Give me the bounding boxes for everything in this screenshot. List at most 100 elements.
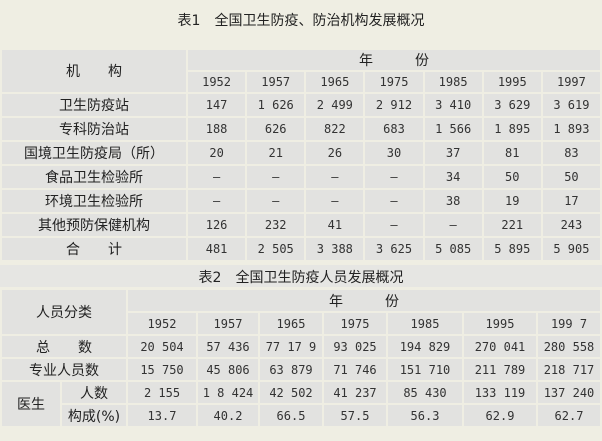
value-cell: 57.5 (324, 405, 386, 426)
value-cell: 126 (188, 214, 246, 236)
value-cell: 147 (188, 94, 246, 116)
value-cell: 5 895 (483, 238, 541, 260)
value-cell: 56.3 (388, 405, 462, 426)
value-cell: 77 17 9 (260, 336, 322, 357)
value-cell: – (365, 190, 423, 212)
value-cell: 1 626 (247, 94, 305, 116)
value-cell: 1 8 424 (198, 382, 258, 403)
value-cell: 62.7 (538, 405, 600, 426)
value-cell: 683 (365, 118, 423, 140)
value-cell: 17 (542, 190, 600, 212)
value-cell: 15 750 (128, 359, 196, 380)
row-label: 食品卫生检验所 (2, 166, 186, 188)
table-row-total: 总 数 20 504 57 436 77 17 9 93 025 194 829 270 … (2, 336, 600, 357)
value-cell: 21 (247, 142, 305, 164)
value-cell: 93 025 (324, 336, 386, 357)
value-cell: 3 410 (424, 94, 482, 116)
row-label: 环境卫生检验所 (2, 190, 186, 212)
year-cell: 1952 (188, 72, 246, 92)
year-cell: 1985 (424, 72, 482, 92)
year-row: 1952 1957 1965 1975 1985 1995 199 7 (2, 313, 600, 334)
value-cell: 26 (306, 142, 364, 164)
value-cell: 40.2 (198, 405, 258, 426)
value-cell: 41 (306, 214, 364, 236)
value-cell: 45 806 (198, 359, 258, 380)
value-cell: 3 619 (542, 94, 600, 116)
year-cell: 1997 (542, 72, 600, 92)
value-cell: 280 558 (538, 336, 600, 357)
value-cell: 194 829 (388, 336, 462, 357)
value-cell: 822 (306, 118, 364, 140)
value-cell: 2 505 (247, 238, 305, 260)
value-cell: 62.9 (464, 405, 536, 426)
value-cell: 1 566 (424, 118, 482, 140)
value-cell: 211 789 (464, 359, 536, 380)
value-cell: 2 499 (306, 94, 364, 116)
row-label: 总 数 (2, 336, 126, 357)
value-cell: 2 912 (365, 94, 423, 116)
row-label: 其他预防保健机构 (2, 214, 186, 236)
value-cell: – (306, 190, 364, 212)
value-cell: 50 (542, 166, 600, 188)
year-cell: 1975 (324, 313, 386, 334)
table-row: 卫生防疫站 147 1 626 2 499 2 912 3 410 3 629 3 619 (2, 94, 600, 116)
table2: 人员分类 年 份 1952 1957 1965 1975 1985 1995 199 7 总… (0, 288, 602, 428)
table-row: 合 计 481 2 505 3 388 3 625 5 085 5 895 5 905 (2, 238, 600, 260)
year-cell: 199 7 (538, 313, 600, 334)
value-cell: 83 (542, 142, 600, 164)
value-cell: 2 155 (128, 382, 196, 403)
value-cell: 626 (247, 118, 305, 140)
row-label: 专科防治站 (2, 118, 186, 140)
value-cell: 37 (424, 142, 482, 164)
year-cell: 1995 (464, 313, 536, 334)
value-cell: – (247, 190, 305, 212)
value-cell: 38 (424, 190, 482, 212)
row-label: 人数 (62, 382, 126, 403)
value-cell: 85 430 (388, 382, 462, 403)
value-cell: 19 (483, 190, 541, 212)
row-label: 国境卫生防疫局（所） (2, 142, 186, 164)
value-cell: 151 710 (388, 359, 462, 380)
value-cell: 63 879 (260, 359, 322, 380)
value-cell: – (365, 166, 423, 188)
value-cell: 50 (483, 166, 541, 188)
value-cell: 57 436 (198, 336, 258, 357)
table1: 机 构 年 份 1952 1957 1965 1975 1985 1995 1997 卫生防… (0, 48, 602, 262)
row-header: 人员分类 (2, 290, 126, 334)
table2-caption-bar (0, 265, 602, 287)
row-label: 专业人员数 (2, 359, 126, 380)
value-cell: 41 237 (324, 382, 386, 403)
value-cell: 42 502 (260, 382, 322, 403)
year-cell: 1975 (365, 72, 423, 92)
value-cell: 13.7 (128, 405, 196, 426)
row-header: 机 构 (2, 50, 186, 92)
value-cell: – (188, 166, 246, 188)
year-header: 年 份 (128, 290, 600, 311)
year-cell: 1965 (260, 313, 322, 334)
value-cell: – (365, 214, 423, 236)
value-cell: 218 717 (538, 359, 600, 380)
table-row: 其他预防保健机构 126 232 41– –221 243 (2, 214, 600, 236)
row-label: 构成(%) (62, 405, 126, 426)
value-cell: 34 (424, 166, 482, 188)
value-cell: 481 (188, 238, 246, 260)
value-cell: 20 (188, 142, 246, 164)
table1-title: 表1 全国卫生防疫、防治机构发展概况 (177, 13, 425, 29)
value-cell: 1 895 (483, 118, 541, 140)
doctor-label: 医生 (2, 382, 60, 426)
table2-title: 表2 全国卫生防疫人员发展概况 (198, 270, 404, 286)
year-header: 年 份 (188, 50, 600, 70)
table-row-doctor-count: 医生 人数 2 155 1 8 424 42 502 41 237 85 430 133 … (2, 382, 600, 426)
table-row: 专科防治站 188 626 822 683 1 566 1 895 1 893 (2, 118, 600, 140)
value-cell: 5 085 (424, 238, 482, 260)
value-cell: – (247, 166, 305, 188)
value-cell: – (188, 190, 246, 212)
table-row-doctor-share: 构成(%) 13.7 40.2 66.5 57.5 56.3 62.9 62.7 (2, 405, 600, 426)
year-cell: 1957 (198, 313, 258, 334)
value-cell: 188 (188, 118, 246, 140)
row-label: 卫生防疫站 (2, 94, 186, 116)
value-cell: 71 746 (324, 359, 386, 380)
year-cell: 1985 (388, 313, 462, 334)
table-row: 食品卫生检验所 – – – –34 50 50 (2, 166, 600, 188)
value-cell: 1 893 (542, 118, 600, 140)
